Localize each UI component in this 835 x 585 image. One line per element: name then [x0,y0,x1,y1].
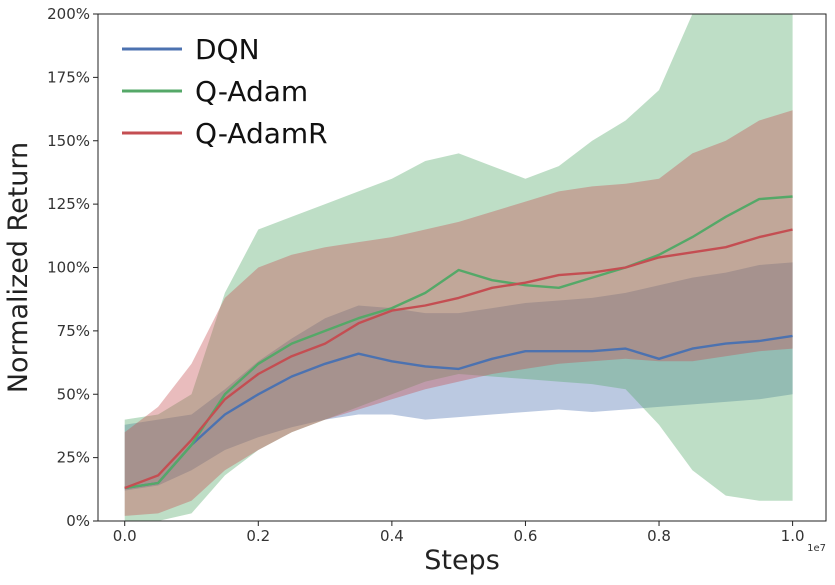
legend: DQN Q-Adam Q-AdamR [122,33,328,150]
x-tick-label: 0.0 [113,527,137,545]
x-tick-label: 0.2 [246,527,270,545]
line-dqn [124,334,793,490]
series-lines [124,195,793,490]
x-tick-label: 0.4 [380,527,404,545]
x-axis-ticks: 0.0 0.2 0.4 0.6 0.8 1.0 [113,521,805,545]
line-q-adamr [124,228,793,490]
legend-label-q-adamr: Q-AdamR [195,117,328,150]
band-q-adamr [124,110,793,516]
band-q-adam [124,14,793,521]
line-q-adam [124,195,793,490]
y-tick-label: 125% [47,195,90,213]
legend-label-dqn: DQN [195,33,260,66]
y-axis-title: Normalized Return [3,142,34,393]
x-tick-label: 0.8 [647,527,671,545]
y-tick-label: 175% [47,68,90,86]
x-axis-title: Steps [424,545,500,576]
y-axis-ticks: 0% 25% 50% 75% 100% 125% 150% 175% 200% [47,5,98,530]
y-tick-label: 75% [57,322,90,340]
confidence-bands [124,14,793,521]
y-tick-label: 25% [57,449,90,467]
legend-label-q-adam: Q-Adam [195,75,308,108]
x-axis-offset-label: 1e7 [807,543,826,554]
y-tick-label: 200% [47,5,90,23]
y-tick-label: 150% [47,132,90,150]
y-tick-label: 100% [47,259,90,277]
y-tick-label: 0% [66,512,90,530]
band-dqn [124,262,793,491]
x-tick-label: 1.0 [781,527,805,545]
y-tick-label: 50% [57,385,90,403]
x-tick-label: 0.6 [514,527,538,545]
